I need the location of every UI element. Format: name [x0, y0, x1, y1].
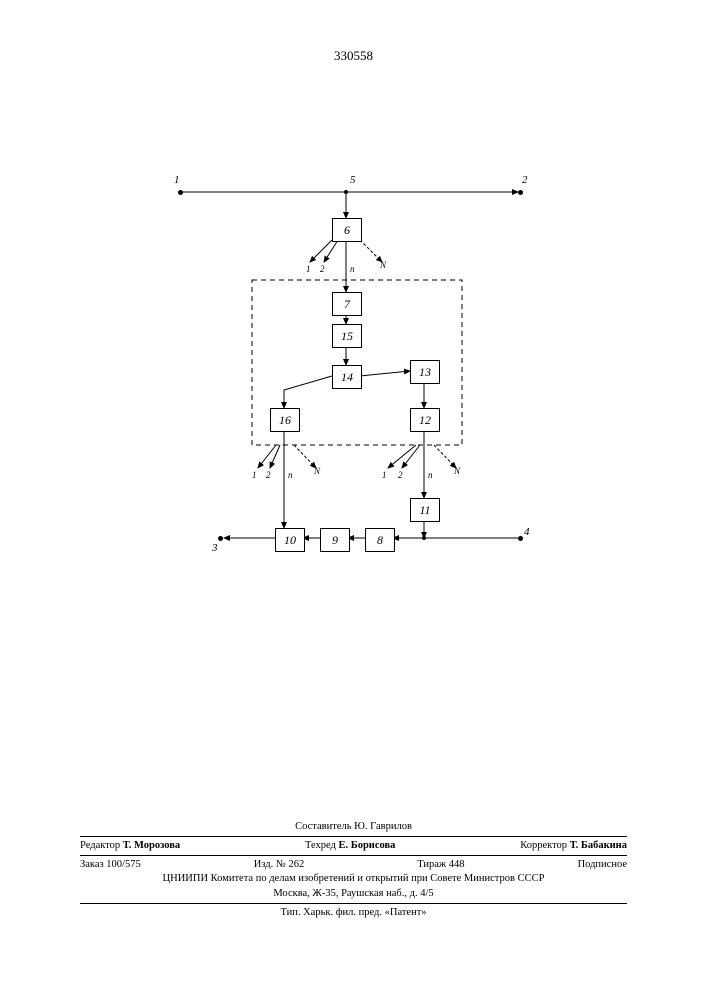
compiler-line: Составитель Ю. Гаврилов	[80, 820, 627, 834]
org-line: ЦНИИПИ Комитета по делам изобретений и о…	[80, 872, 627, 886]
node-7: 7	[332, 292, 362, 316]
fanout-top-1: 1	[306, 264, 311, 274]
node-16: 16	[270, 408, 300, 432]
fanout-top-2: 2	[320, 264, 325, 274]
node-14: 14	[332, 365, 362, 389]
terminal-3-label: 3	[212, 542, 218, 554]
footer-block: Составитель Ю. Гаврилов Редактор Т. Моро…	[80, 820, 627, 920]
address-line: Москва, Ж-35, Раушская наб., д. 4/5	[80, 887, 627, 901]
node-11: 11	[410, 498, 440, 522]
printer-line: Тип. Харьк. фил. пред. «Патент»	[80, 906, 627, 920]
techred: Техред Е. Борисова	[305, 839, 395, 853]
terminal-1-label: 1	[174, 174, 180, 186]
tirazh: Тираж 448	[417, 858, 464, 872]
node-8: 8	[365, 528, 395, 552]
print-info-row: Заказ 100/575 Изд. № 262 Тираж 448 Подпи…	[80, 858, 627, 872]
terminal-1	[178, 190, 183, 195]
terminal-4-label: 4	[524, 526, 530, 538]
fanout-left-1: 1	[252, 470, 257, 480]
corrector: Корректор Т. Бабакина	[520, 839, 627, 853]
fanout-top-n: n	[350, 264, 355, 274]
footer-rule-3	[80, 903, 627, 904]
node-13: 13	[410, 360, 440, 384]
terminal-2	[518, 190, 523, 195]
terminal-4	[518, 536, 523, 541]
footer-rule-1	[80, 836, 627, 837]
node-10: 10	[275, 528, 305, 552]
page-number: 330558	[0, 48, 707, 64]
editor: Редактор Т. Морозова	[80, 839, 180, 853]
block-diagram: 1 2 3 4 5 6 7 15 14 13 12 16 11 8 9 10 1…	[160, 180, 540, 580]
fanout-right-1: 1	[382, 470, 387, 480]
fanout-top-N: N	[380, 260, 386, 270]
credits-row: Редактор Т. Морозова Техред Е. Борисова …	[80, 839, 627, 853]
node-9: 9	[320, 528, 350, 552]
fanout-right-N: N	[454, 466, 460, 476]
footer-rule-2	[80, 855, 627, 856]
fanout-right-n: n	[428, 470, 433, 480]
node-12: 12	[410, 408, 440, 432]
subscription: Подписное	[578, 858, 627, 872]
order-no: Заказ 100/575	[80, 858, 141, 872]
node-5-label: 5	[350, 174, 356, 186]
node-15: 15	[332, 324, 362, 348]
fanout-right-2: 2	[398, 470, 403, 480]
fanout-left-n: n	[288, 470, 293, 480]
fanout-left-N: N	[314, 466, 320, 476]
node-6: 6	[332, 218, 362, 242]
fanout-left-2: 2	[266, 470, 271, 480]
terminal-2-label: 2	[522, 174, 528, 186]
terminal-3	[218, 536, 223, 541]
izd-no: Изд. № 262	[254, 858, 305, 872]
